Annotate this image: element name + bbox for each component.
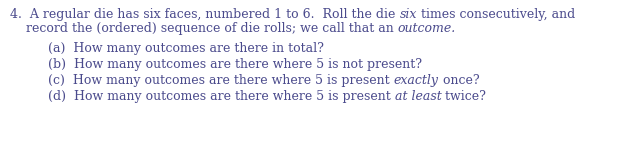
Text: outcome.: outcome. [397,22,456,35]
Text: (b)  How many outcomes are there where 5 is not present?: (b) How many outcomes are there where 5 … [48,58,422,71]
Text: (d)  How many outcomes are there where 5 is present: (d) How many outcomes are there where 5 … [48,90,395,103]
Text: (c)  How many outcomes are there where 5 is present: (c) How many outcomes are there where 5 … [48,74,394,87]
Text: at least: at least [395,90,441,103]
Text: once?: once? [439,74,479,87]
Text: times consecutively, and: times consecutively, and [417,8,575,21]
Text: 4.  A regular die has six faces, numbered 1 to 6.  Roll the die: 4. A regular die has six faces, numbered… [10,8,399,21]
Text: twice?: twice? [441,90,487,103]
Text: exactly: exactly [394,74,439,87]
Text: six: six [399,8,417,21]
Text: (a)  How many outcomes are there in total?: (a) How many outcomes are there in total… [48,42,324,55]
Text: record the (ordered) sequence of die rolls; we call that an: record the (ordered) sequence of die rol… [10,22,397,35]
